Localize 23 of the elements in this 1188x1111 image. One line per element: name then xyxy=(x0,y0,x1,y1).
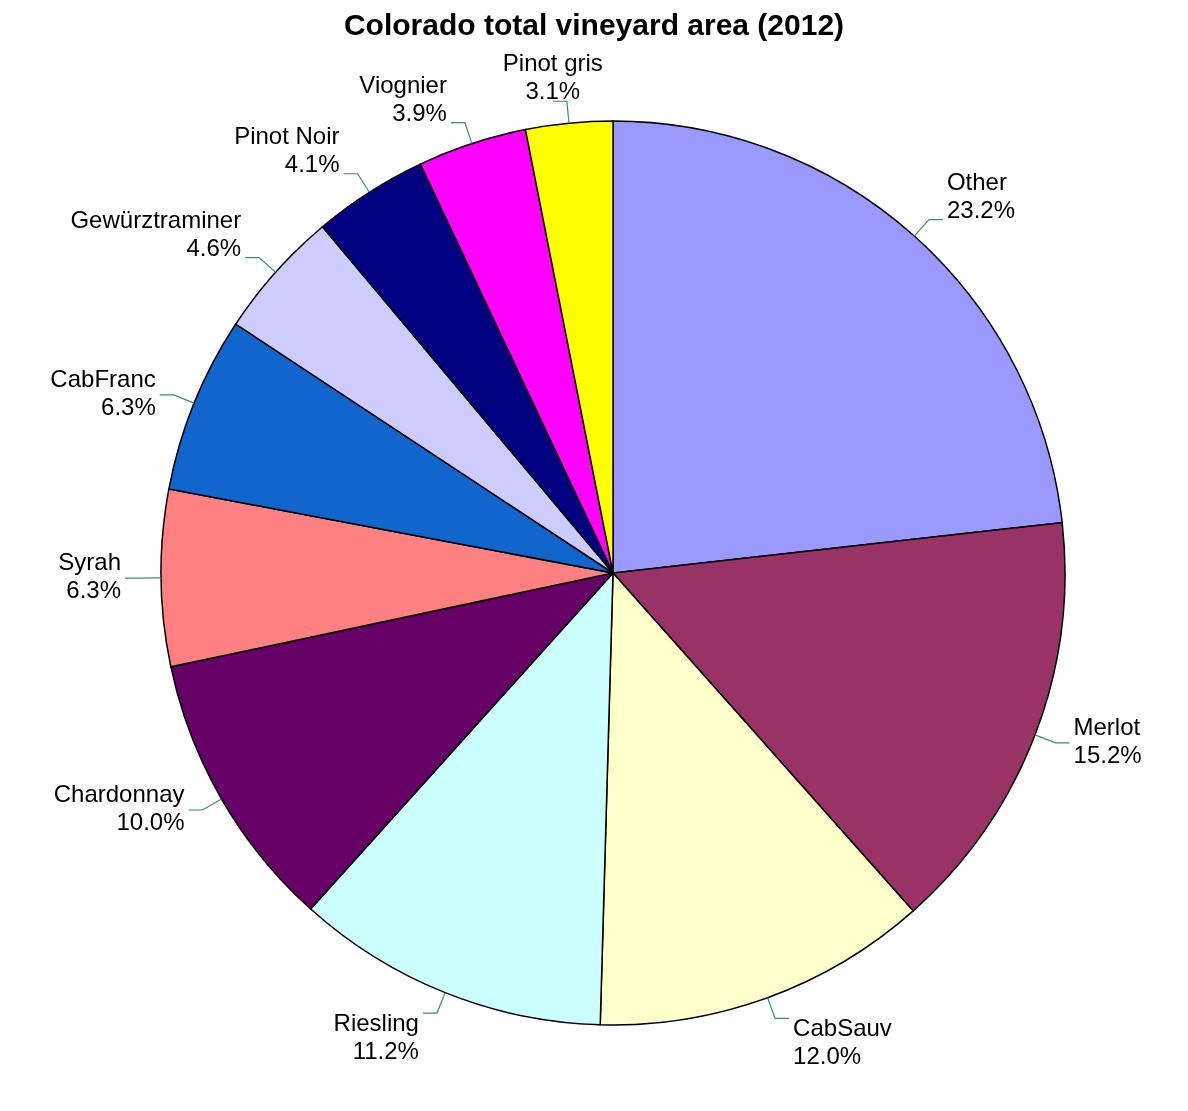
slice-label: Viognier xyxy=(359,70,447,98)
slice-label: Merlot xyxy=(1073,712,1141,740)
data-label: 3.9% xyxy=(392,98,447,126)
data-label: 6.3% xyxy=(66,576,122,604)
data-label: 4.6% xyxy=(186,233,242,261)
slice-label: Other xyxy=(946,167,1007,195)
data-label: 3.1% xyxy=(525,77,581,105)
slice-label: Pinot Noir xyxy=(234,121,340,149)
data-label: 15.2% xyxy=(1073,740,1142,768)
data-label: 11.2% xyxy=(352,1037,419,1065)
chart-title: Colorado total vineyard area (2012) xyxy=(342,8,846,42)
slice-label: Riesling xyxy=(333,1009,419,1037)
slice-label: CabSauv xyxy=(793,1014,892,1042)
slice-label: Gewürztraminer xyxy=(70,205,242,233)
slice-label: Syrah xyxy=(58,548,122,576)
slice-label: Chardonnay xyxy=(53,780,185,807)
data-label: 6.3% xyxy=(101,392,156,420)
slice-label: CabFranc xyxy=(50,364,156,392)
data-label: 10.0% xyxy=(116,808,185,835)
data-label: 4.1% xyxy=(284,149,340,177)
slice-label: Pinot gris xyxy=(502,49,603,77)
data-label: 23.2% xyxy=(946,195,1016,223)
data-label: 12.0% xyxy=(793,1042,862,1070)
